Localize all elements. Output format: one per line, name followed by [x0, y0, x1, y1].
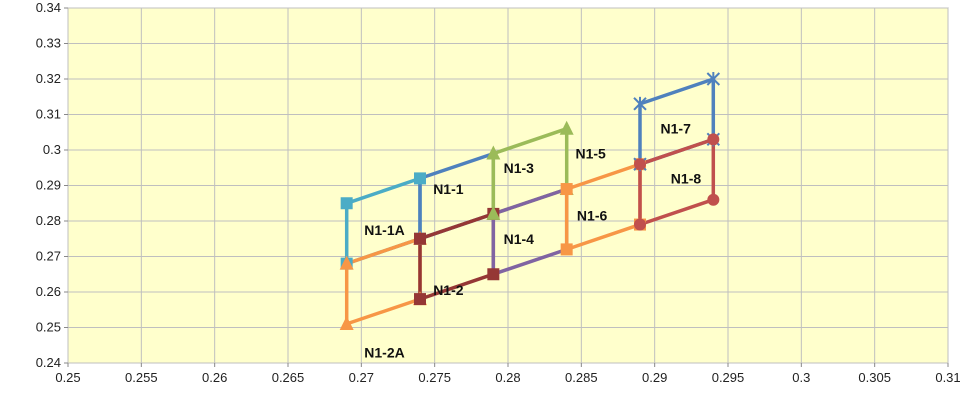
- data-point: [706, 72, 721, 86]
- data-point: [486, 145, 501, 160]
- data-label: N1-6: [577, 208, 608, 224]
- y-tick-label: 0.32: [36, 71, 61, 86]
- data-point: [486, 205, 501, 220]
- x-tick-label: 0.29: [642, 370, 667, 385]
- data-point: [339, 315, 354, 330]
- y-tick-label: 0.25: [36, 320, 61, 335]
- x-tick-label: 0.31: [935, 370, 960, 385]
- y-tick-label: 0.26: [36, 284, 61, 299]
- x-tick-label: 0.265: [272, 370, 305, 385]
- x-tick-label: 0.27: [349, 370, 374, 385]
- x-tick-label: 0.255: [125, 370, 158, 385]
- y-tick-label: 0.31: [36, 107, 61, 122]
- data-point: [707, 193, 720, 206]
- data-label: N1-4: [504, 231, 535, 247]
- data-label: N1-8: [671, 170, 702, 186]
- data-label: N1-1A: [364, 222, 404, 238]
- y-tick-label: 0.28: [36, 213, 61, 228]
- x-tick-label: 0.26: [202, 370, 227, 385]
- data-point: [487, 268, 500, 281]
- data-point: [414, 172, 426, 185]
- y-tick-label: 0.33: [36, 36, 61, 51]
- data-label: N1-2A: [364, 344, 404, 360]
- data-point: [633, 96, 647, 111]
- x-tick-label: 0.285: [565, 370, 598, 385]
- y-tick-label: 0.27: [36, 249, 61, 264]
- y-tick-label: 0.24: [36, 355, 61, 370]
- x-tick-label: 0.25: [55, 370, 80, 385]
- data-label: N1-1: [433, 181, 464, 197]
- data-label: N1-7: [661, 121, 692, 137]
- data-label: N1-2: [433, 282, 464, 298]
- data-point: [559, 120, 574, 135]
- x-tick-label: 0.3: [792, 370, 810, 385]
- x-tick-label: 0.28: [495, 370, 520, 385]
- y-tick-label: 0.34: [36, 0, 61, 15]
- x-tick-label: 0.305: [858, 370, 891, 385]
- x-tick-label: 0.295: [712, 370, 745, 385]
- data-point: [707, 133, 720, 146]
- y-tick-label: 0.3: [43, 142, 61, 157]
- data-label: N1-3: [504, 160, 535, 176]
- data-point: [560, 183, 573, 196]
- x-tick-label: 0.275: [418, 370, 451, 385]
- data-point: [560, 243, 573, 256]
- data-point: [414, 293, 426, 306]
- y-tick-label: 0.29: [36, 178, 61, 193]
- data-point: [339, 255, 354, 270]
- data-point: [340, 197, 353, 210]
- data-point: [634, 158, 646, 171]
- data-label: N1-5: [575, 146, 606, 162]
- data-point: [634, 218, 646, 231]
- data-point: [414, 232, 426, 245]
